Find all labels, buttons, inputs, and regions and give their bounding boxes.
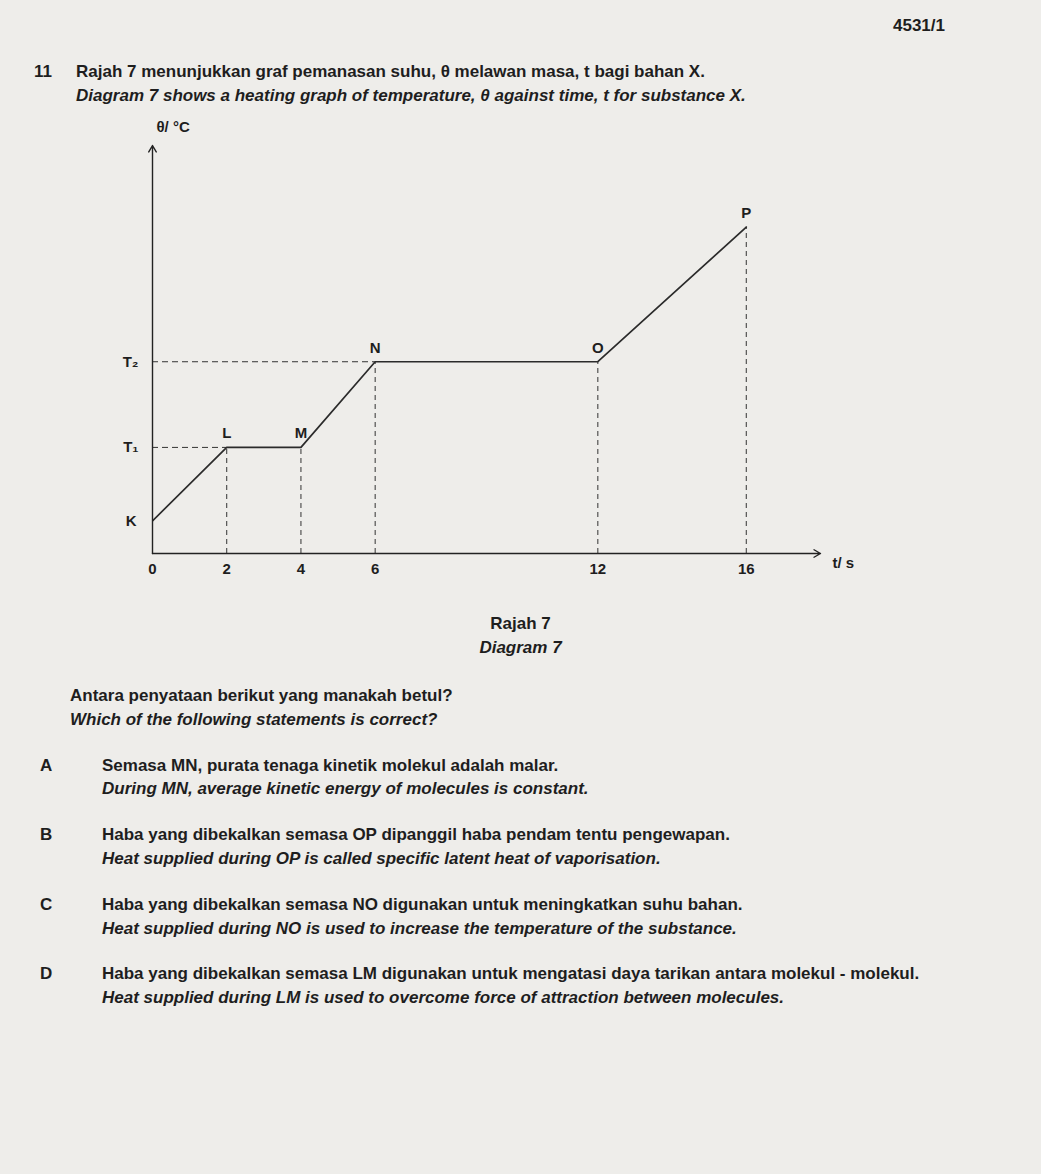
svg-text:16: 16: [738, 561, 755, 578]
svg-text:θ/ °C: θ/ °C: [157, 119, 190, 136]
html-text:Haba yang dibekalkan semasa OP: Haba yang dibekalkan semasa OP dipanggil…: [102, 825, 730, 845]
html-text:Semasa MN, purata tenaga kinet: Semasa MN, purata tenaga kinetik molekul…: [102, 755, 559, 775]
svg-text:T₂: T₂: [123, 353, 139, 370]
svg-text:12: 12: [589, 561, 606, 578]
html-text:Rajah 7: Rajah 7: [490, 614, 551, 634]
html-text:Diagram 7: Diagram 7: [479, 638, 562, 658]
svg-text:0: 0: [148, 561, 156, 578]
html-text:Rajah 7 menunjukkan graf peman: Rajah 7 menunjukkan graf pemanasan suhu,…: [76, 61, 705, 81]
svg-text:4: 4: [297, 561, 306, 578]
svg-text:6: 6: [371, 561, 379, 578]
html-text:Which of the following stateme: Which of the following statements is cor…: [70, 709, 438, 729]
html-text:D: D: [40, 964, 53, 984]
html-text:Haba yang dibekalkan semasa NO: Haba yang dibekalkan semasa NO digunakan…: [102, 894, 743, 914]
svg-text:P: P: [741, 204, 751, 221]
html-text:B: B: [40, 825, 53, 845]
svg-text:2: 2: [223, 561, 231, 578]
html-text:Antara penyataan berikut yang: Antara penyataan berikut yang manakah be…: [70, 686, 453, 705]
html-text:4531/1: 4531/1: [893, 16, 945, 35]
svg-text:T₁: T₁: [123, 439, 138, 456]
svg-text:K: K: [126, 512, 137, 529]
html-text:A: A: [40, 755, 53, 775]
svg-text:M: M: [295, 425, 308, 442]
html-text:Haba yang dibekalkan semasa LM: Haba yang dibekalkan semasa LM digunakan…: [102, 964, 920, 984]
html-text:C: C: [40, 894, 53, 914]
svg-text:O: O: [592, 339, 604, 356]
html-text:Heat supplied during NO is use: Heat supplied during NO is used to incre…: [102, 918, 737, 938]
html-text:Heat supplied during LM is use: Heat supplied during LM is used to overc…: [102, 988, 784, 1008]
svg-text:t/ s: t/ s: [833, 555, 855, 572]
svg-text:N: N: [370, 339, 381, 356]
html-text:During MN, average kinetic ene: During MN, average kinetic energy of mol…: [102, 779, 589, 799]
svg-text:L: L: [222, 425, 231, 442]
html-text:Diagram 7 shows a heating grap: Diagram 7 shows a heating graph of tempe…: [76, 85, 746, 105]
html-text:11: 11: [34, 61, 52, 81]
html-text:Heat supplied during OP is cal: Heat supplied during OP is called specif…: [102, 849, 661, 868]
